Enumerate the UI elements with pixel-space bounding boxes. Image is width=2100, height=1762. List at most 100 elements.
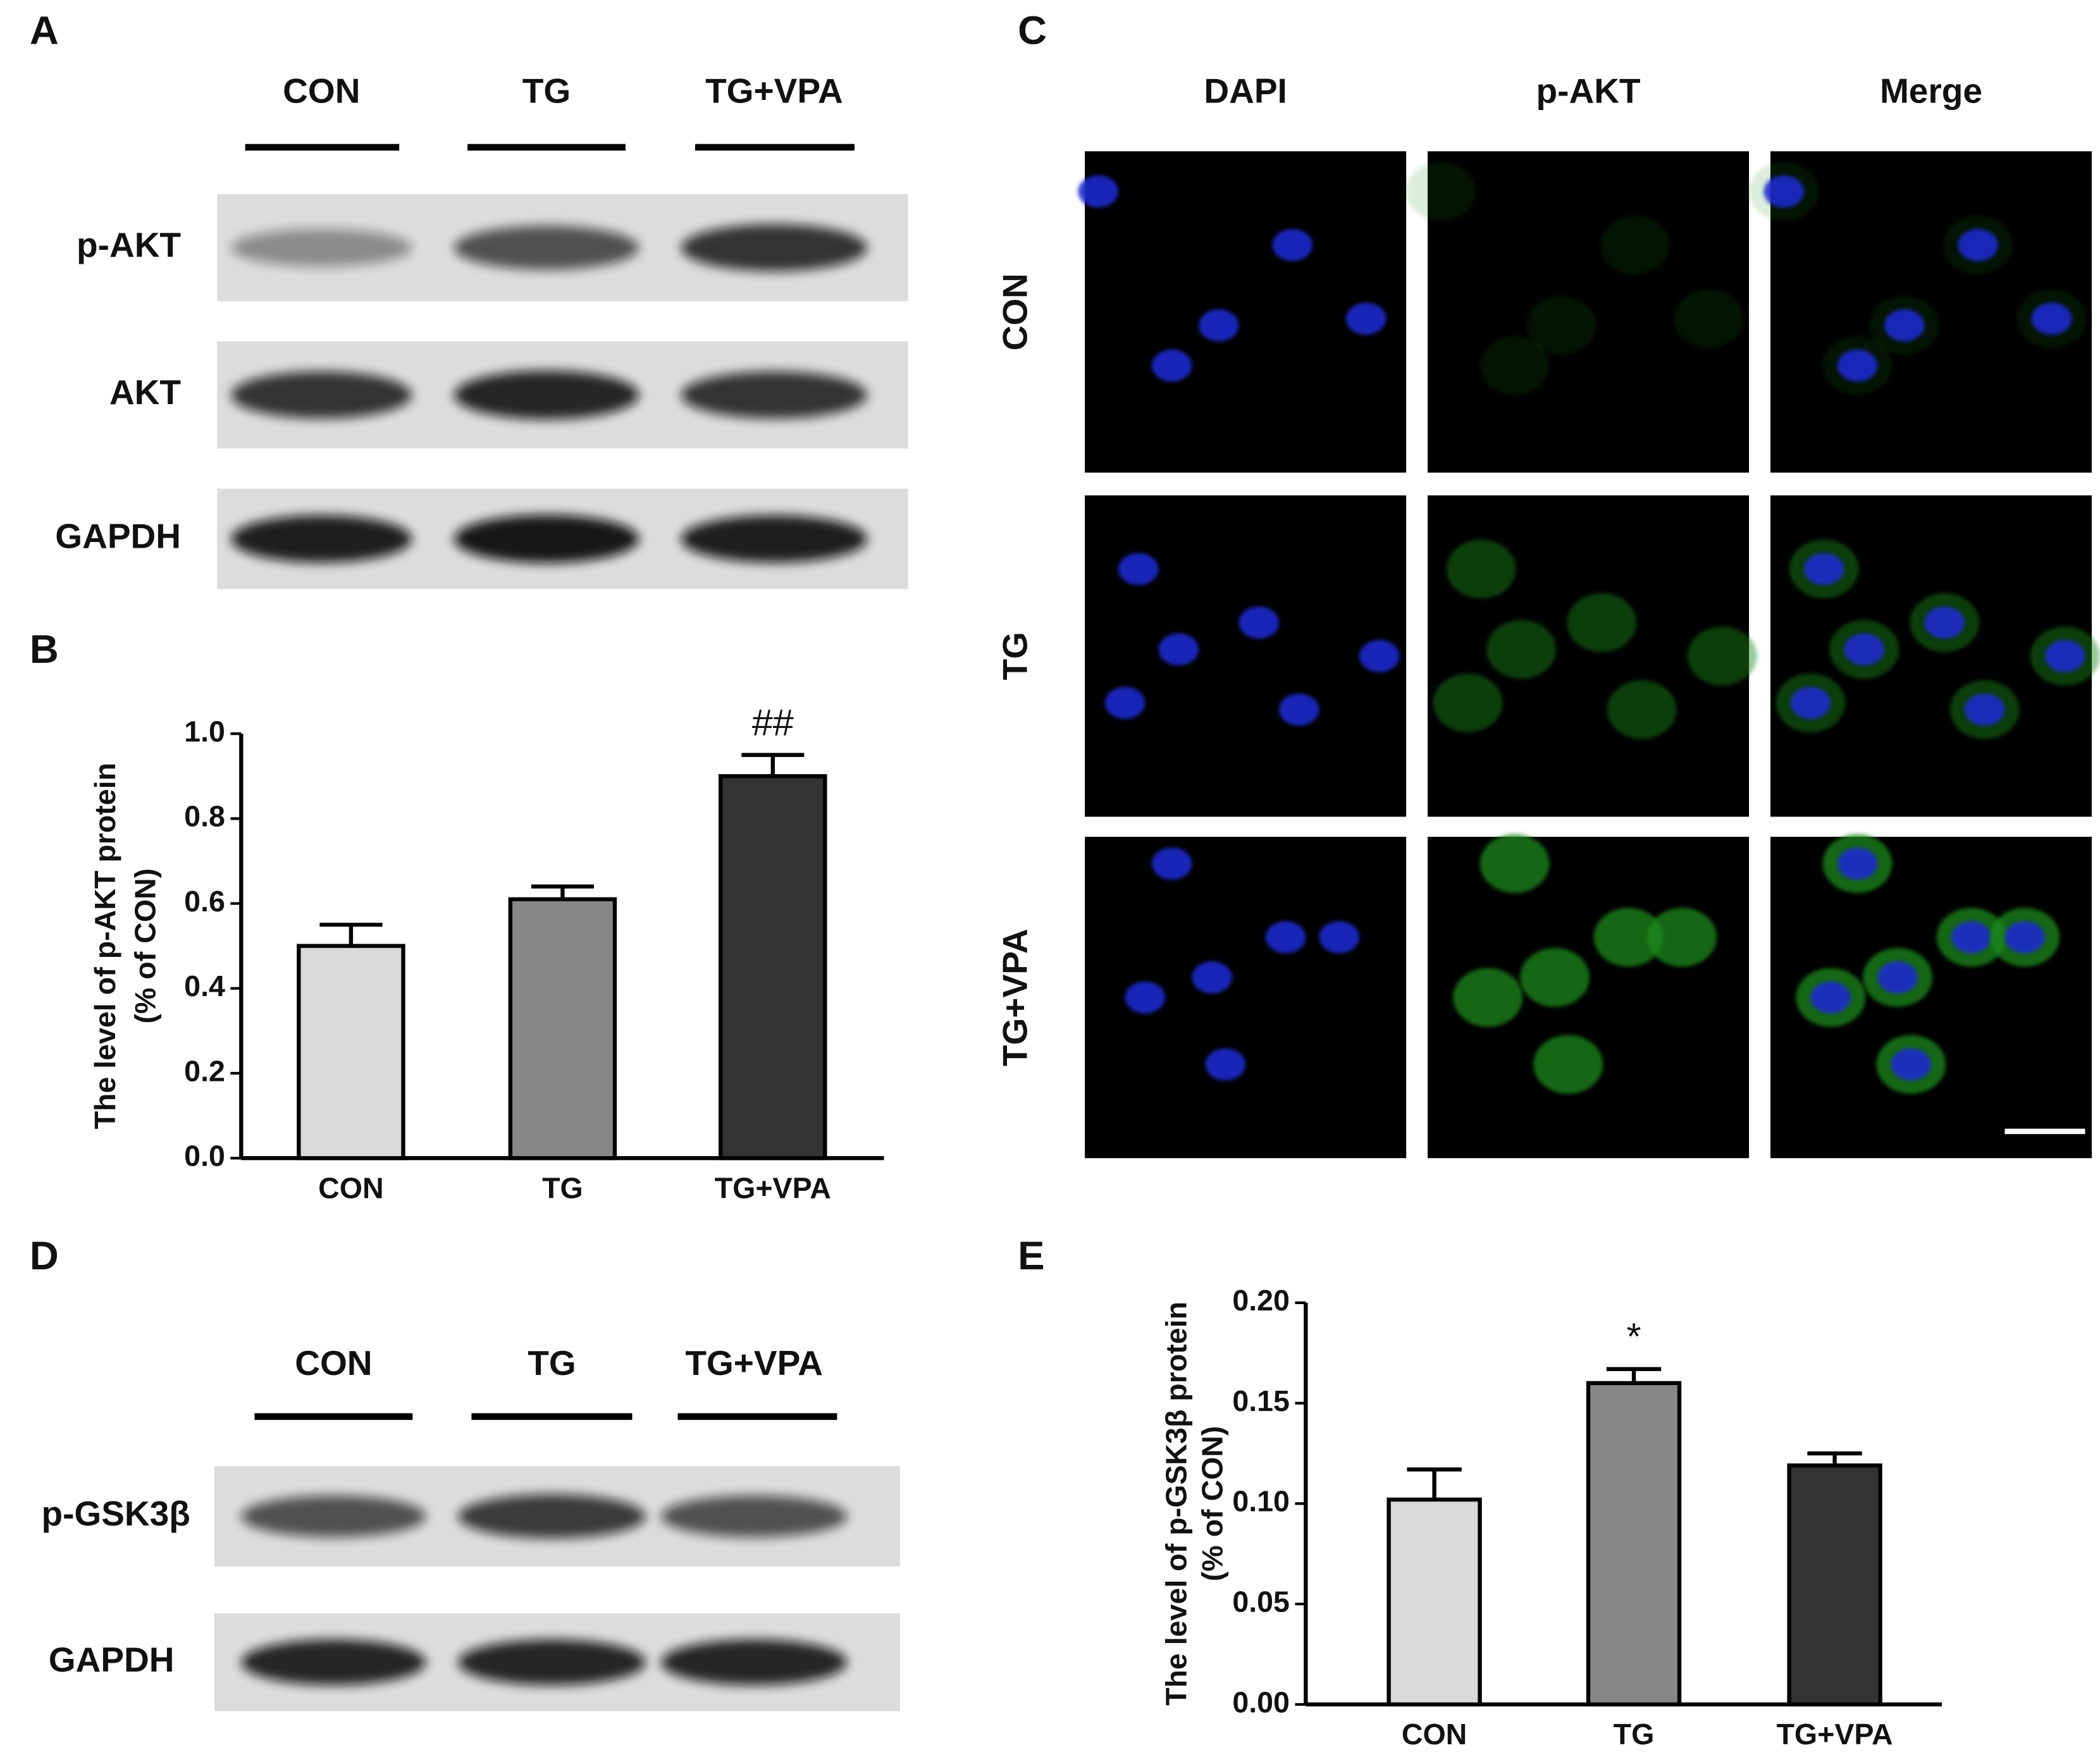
nucleus <box>1763 175 1804 208</box>
cytoplasm <box>1479 834 1550 894</box>
blot-band <box>681 371 868 419</box>
cytoplasm <box>1600 215 1671 274</box>
blot-row-label: p-GSK3β <box>41 1494 190 1533</box>
nucleus <box>2044 639 2085 672</box>
bar <box>719 774 827 1161</box>
panel-label: A <box>30 9 59 53</box>
nucleus <box>1272 229 1312 261</box>
bar <box>508 897 617 1161</box>
nucleus <box>1198 309 1239 342</box>
nucleus <box>1125 981 1166 1014</box>
nucleus <box>1790 687 1831 719</box>
nucleus <box>1810 981 1851 1014</box>
cytoplasm <box>1479 336 1550 395</box>
blot-band <box>454 514 639 564</box>
column-label: Merge <box>1880 71 1982 111</box>
y-tick-label: 0.20 <box>1232 1284 1290 1317</box>
panel-label: D <box>30 1234 59 1278</box>
cytoplasm <box>1593 908 1664 967</box>
y-tick-label: 0.10 <box>1232 1485 1290 1518</box>
cytoplasm <box>1433 673 1503 733</box>
nucleus <box>1078 175 1118 208</box>
micrograph <box>1085 495 1407 817</box>
cytoplasm <box>1674 289 1744 348</box>
cytoplasm <box>1533 1035 1603 1094</box>
nucleus <box>1891 1048 1931 1081</box>
blot-band <box>454 225 639 270</box>
nucleus <box>1104 687 1146 719</box>
cytoplasm <box>1647 908 1717 967</box>
y-tick-label: 0.15 <box>1232 1384 1290 1417</box>
blot-band <box>661 1495 848 1537</box>
cytoplasm <box>1567 593 1637 652</box>
nucleus <box>1118 553 1159 586</box>
y-axis-label: (% of CON) <box>1196 1426 1229 1582</box>
nucleus <box>1279 693 1319 726</box>
nucleus <box>1205 1048 1246 1081</box>
nucleus <box>1319 921 1360 954</box>
lane-label: TG <box>528 1343 576 1383</box>
y-tick-label: 0.2 <box>184 1054 225 1087</box>
nucleus <box>1803 553 1844 586</box>
x-tick-label: TG+VPA <box>715 1171 831 1204</box>
blot-band <box>458 1494 646 1539</box>
x-tick-label: CON <box>318 1171 383 1204</box>
lane-label: TG <box>522 71 571 111</box>
panel-label: B <box>30 627 59 672</box>
significance-mark: * <box>1626 1315 1641 1358</box>
y-axis-label: (% of CON) <box>128 868 161 1024</box>
y-tick-label: 0.4 <box>184 970 225 1002</box>
lane-label: CON <box>295 1343 372 1383</box>
nucleus <box>1837 349 1878 382</box>
nucleus <box>2031 302 2072 335</box>
nucleus <box>1951 921 1992 954</box>
blot-band <box>241 1495 426 1537</box>
y-tick-label: 1.0 <box>184 715 225 748</box>
blot-band <box>231 515 412 563</box>
nucleus <box>1837 847 1878 880</box>
bar <box>1787 1463 1882 1707</box>
column-label: DAPI <box>1204 71 1287 111</box>
x-tick-label: TG+VPA <box>1777 1718 1893 1751</box>
cytoplasm <box>1453 968 1523 1027</box>
blot-band <box>231 229 412 267</box>
y-tick-label: 0.00 <box>1232 1685 1290 1718</box>
nucleus <box>1151 847 1192 880</box>
cytoplasm <box>1486 620 1557 679</box>
nucleus <box>1359 639 1400 672</box>
blot-band <box>231 371 412 419</box>
bar <box>1387 1497 1482 1707</box>
y-tick-label: 0.05 <box>1232 1585 1290 1618</box>
x-tick-label: TG <box>542 1171 583 1204</box>
blot-band <box>681 224 868 271</box>
nucleus <box>1964 693 2005 726</box>
x-tick-label: CON <box>1402 1718 1467 1751</box>
nucleus <box>1265 921 1306 954</box>
blot-band <box>454 370 639 420</box>
blot-row-label: p-AKT <box>77 225 181 264</box>
cytoplasm <box>1607 680 1677 739</box>
x-tick-label: TG <box>1614 1718 1655 1751</box>
nucleus <box>1844 633 1884 666</box>
column-label: p-AKT <box>1536 71 1641 111</box>
blot-band <box>241 1639 426 1685</box>
y-tick-label: 0.0 <box>184 1140 225 1173</box>
bar <box>1586 1381 1682 1707</box>
cytoplasm <box>1687 626 1757 686</box>
y-tick-label: 0.8 <box>184 800 225 833</box>
bar <box>297 944 405 1161</box>
lane-label: TG+VPA <box>705 71 843 111</box>
cytoplasm <box>1526 295 1597 355</box>
nucleus <box>1924 607 1965 639</box>
y-axis-label: The level of p-GSK3β protein <box>1160 1302 1193 1706</box>
blot-row-label: GAPDH <box>55 517 181 556</box>
y-axis-label: The level of p-AKT protein <box>89 763 121 1129</box>
row-label: TG <box>996 632 1035 680</box>
blot-row-label: AKT <box>109 373 181 412</box>
blot-row-label: GAPDH <box>49 1640 175 1679</box>
nucleus <box>2004 921 2045 954</box>
nucleus <box>1877 961 1918 994</box>
lane-label: CON <box>283 71 360 111</box>
